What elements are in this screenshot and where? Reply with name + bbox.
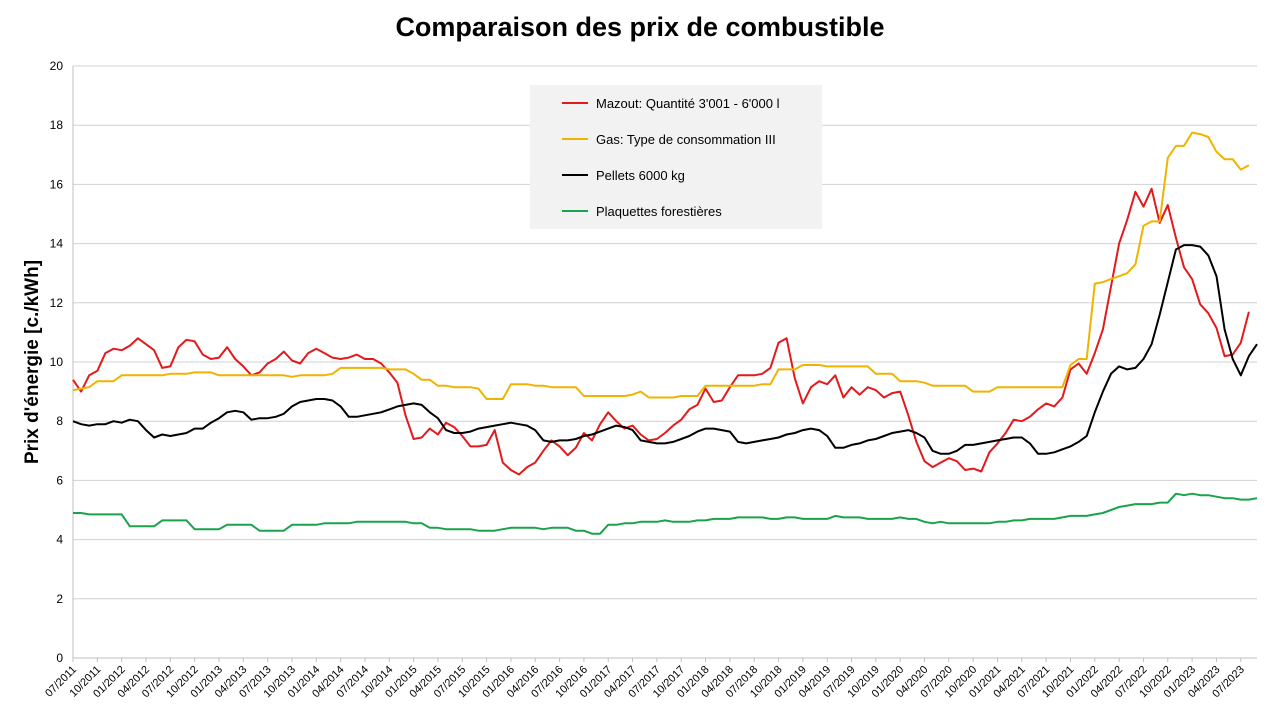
legend-swatch-gas: [562, 138, 588, 140]
legend-swatch-pellets: [562, 174, 588, 176]
legend-label-mazout: Mazout: Quantité 3'001 - 6'000 l: [596, 95, 780, 111]
legend-swatch-mazout: [562, 102, 588, 104]
series-lines: [72, 131, 1258, 535]
legend-label-gas: Gas: Type de consommation III: [596, 131, 776, 147]
legend-item-plaquettes: Plaquettes forestières: [562, 201, 722, 221]
y-tick-label: 2: [56, 592, 63, 606]
y-tick-label: 0: [56, 651, 63, 665]
y-tick-label: 16: [50, 177, 64, 191]
legend-label-plaquettes: Plaquettes forestières: [596, 203, 722, 219]
legend-swatch-plaquettes: [562, 210, 588, 212]
y-tick-label: 14: [50, 237, 64, 251]
legend: Mazout: Quantité 3'001 - 6'000 l Gas: Ty…: [530, 85, 822, 229]
y-tick-label: 6: [56, 473, 63, 487]
legend-item-pellets: Pellets 6000 kg: [562, 165, 685, 185]
series-line-2: [72, 244, 1258, 455]
chart-title: Comparaison des prix de combustible: [395, 12, 885, 42]
y-tick-label: 4: [56, 533, 63, 547]
y-tick-label: 12: [50, 296, 64, 310]
series-line-1: [72, 131, 1250, 400]
y-tick-label: 18: [50, 118, 64, 132]
legend-item-gas: Gas: Type de consommation III: [562, 129, 776, 149]
series-line-3: [73, 492, 1258, 535]
y-axis-ticks: 0 2 4 6 8 10 12 14 16 18 20: [50, 59, 64, 665]
legend-item-mazout: Mazout: Quantité 3'001 - 6'000 l: [562, 93, 779, 113]
x-axis-ticks: 07/201110/201101/201204/201207/201210/20…: [43, 658, 1247, 700]
series-line-0: [72, 187, 1250, 476]
y-tick-label: 10: [50, 355, 64, 369]
y-tick-label: 20: [50, 59, 64, 73]
y-tick-label: 8: [56, 414, 63, 428]
legend-label-pellets: Pellets 6000 kg: [596, 167, 685, 183]
